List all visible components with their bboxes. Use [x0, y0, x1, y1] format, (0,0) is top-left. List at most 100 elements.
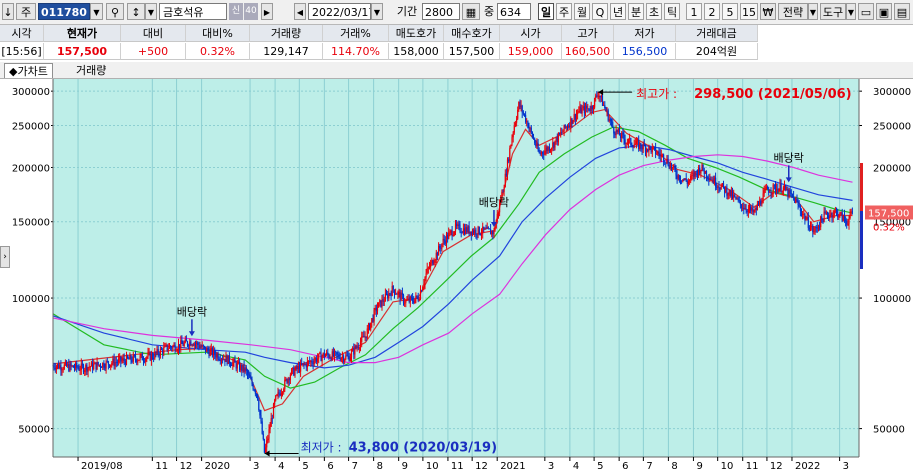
candle-body	[566, 126, 569, 128]
print-icon[interactable]: ▤	[894, 3, 910, 20]
calendar-icon[interactable]: ▦	[462, 3, 480, 20]
candle-body	[612, 121, 614, 128]
candle-body	[443, 239, 445, 241]
panel-expand-handle[interactable]: ›	[0, 246, 10, 268]
candle-body	[367, 324, 370, 329]
period-1[interactable]: 1	[686, 3, 702, 20]
candle-body	[563, 124, 565, 132]
x-tick-label: 6	[622, 461, 628, 472]
candle-body	[787, 189, 789, 197]
candle-body	[475, 229, 477, 235]
candle-body	[408, 298, 410, 302]
open-folder-icon[interactable]: ▭	[858, 3, 874, 20]
period-2[interactable]: 2	[704, 3, 720, 20]
prev-arrow-icon[interactable]: ◀	[294, 3, 306, 20]
low-value: 43,800 (2020/03/19)	[349, 441, 497, 456]
toolbar: ↓ 주 011780 ▼ ⚲ ↕ ▼ 금호석유 신 40 ▶ ◀ 2022/03…	[0, 0, 913, 25]
candle-body	[676, 175, 678, 179]
code-dropdown-icon[interactable]: ▼	[90, 3, 103, 20]
period-year[interactable]: 년	[610, 3, 626, 20]
candle-body	[483, 226, 485, 230]
candle-body	[350, 351, 353, 358]
candle-body	[89, 366, 91, 368]
low-leader-arrow	[264, 450, 270, 457]
scroll-bar-lower[interactable]	[860, 211, 863, 269]
candle-body	[226, 355, 228, 364]
candle-body	[727, 194, 729, 196]
candle-body	[816, 227, 818, 229]
candle-body	[512, 132, 514, 138]
date-dropdown-icon[interactable]: ▼	[371, 3, 383, 20]
stock-code-input[interactable]: 011780	[38, 3, 90, 20]
candle-body	[168, 346, 171, 349]
candle-body	[321, 356, 323, 362]
candle-body	[691, 175, 693, 176]
candle-body	[352, 348, 354, 352]
tools-dropdown-icon[interactable]: ▼	[846, 3, 856, 20]
period-month[interactable]: 월	[574, 3, 590, 20]
candle-body	[94, 362, 96, 365]
candle-body	[55, 366, 57, 370]
candle-body	[807, 217, 809, 228]
period-quarter[interactable]: Q	[592, 3, 608, 20]
candle-body	[788, 189, 790, 197]
candle-body	[213, 349, 215, 356]
candle-body	[236, 363, 238, 369]
candle-body	[673, 165, 675, 168]
period-week[interactable]: 주	[556, 3, 572, 20]
candle-body	[393, 289, 396, 295]
period-minute[interactable]: 분	[628, 3, 644, 20]
down-arrow-icon[interactable]: ↓	[2, 3, 14, 20]
candle-body	[118, 358, 120, 363]
candle-body	[261, 421, 263, 434]
period-tick[interactable]: 틱	[664, 3, 680, 20]
candle-body	[233, 359, 235, 363]
period-second[interactable]: 초	[646, 3, 662, 20]
scroll-bar-upper[interactable]	[860, 163, 863, 211]
candle-body	[103, 362, 105, 368]
candle-body	[404, 302, 406, 304]
candle-body	[755, 208, 757, 210]
candle-body	[228, 355, 230, 364]
date-input[interactable]: 2022/03/17	[308, 3, 371, 20]
candle-body	[687, 181, 689, 184]
strategy-button[interactable]: 전략	[778, 3, 808, 20]
sort-icon[interactable]: ↕	[127, 3, 145, 20]
jong-toggle[interactable]: 주	[16, 3, 36, 20]
candle-body	[741, 204, 743, 209]
search-icon[interactable]: ⚲	[106, 3, 124, 20]
strategy-dropdown-icon[interactable]: ▼	[808, 3, 818, 20]
candle-body	[686, 181, 688, 184]
candle-body	[546, 147, 548, 151]
x-tick-label: 4	[573, 461, 579, 472]
tab-price-chart[interactable]: ◆가차트	[4, 63, 53, 78]
candle-body	[120, 356, 122, 362]
count-input[interactable]: 634	[497, 3, 531, 20]
period-15[interactable]: 15	[740, 3, 758, 20]
tools-button[interactable]: 도구	[820, 3, 846, 20]
currency-icon[interactable]: ₩	[760, 3, 776, 20]
save-icon[interactable]: ▣	[876, 3, 892, 20]
x-tick-label: 11	[451, 461, 464, 472]
candle-body	[167, 348, 169, 350]
candle-body	[398, 292, 400, 293]
candle-body	[652, 146, 654, 148]
next-arrow-icon[interactable]: ▶	[261, 3, 273, 20]
candle-body	[748, 206, 751, 209]
sort-dropdown-icon[interactable]: ▼	[145, 3, 157, 20]
candle-body	[327, 352, 329, 355]
period-day[interactable]: 일	[538, 3, 554, 20]
candle-body	[177, 344, 180, 350]
period-input[interactable]: 2800	[422, 3, 460, 20]
candle-body	[252, 384, 254, 390]
candle-body	[251, 379, 253, 385]
candle-body	[502, 191, 504, 193]
candle-body	[506, 159, 509, 175]
candle-body	[384, 293, 386, 302]
candle-body	[641, 147, 643, 150]
period-5[interactable]: 5	[722, 3, 738, 20]
tab-volume[interactable]: 거래량	[76, 64, 107, 77]
candle-body	[824, 211, 826, 214]
